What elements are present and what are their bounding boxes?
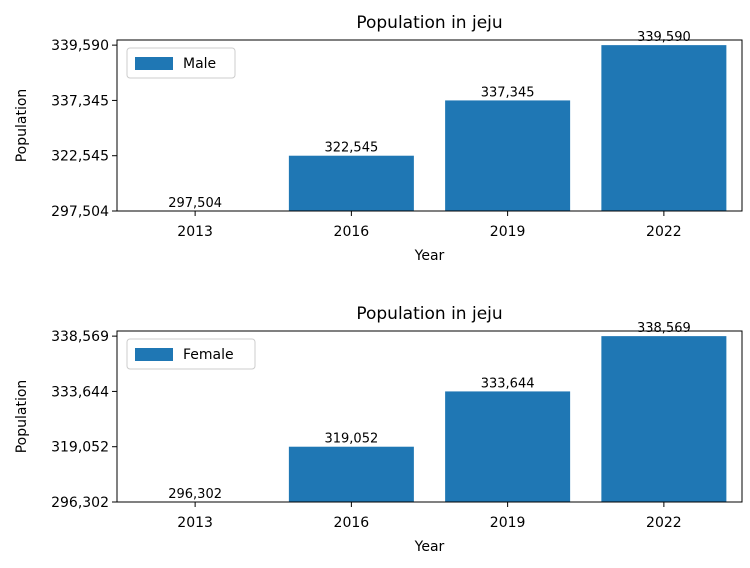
- legend-label: Male: [183, 56, 216, 72]
- x-tick-label: 2013: [177, 224, 213, 240]
- x-tick-label: 2016: [334, 515, 370, 531]
- data-label: 319,052: [324, 432, 378, 447]
- legend-box: [126, 338, 256, 370]
- data-label: 338,569: [637, 321, 691, 336]
- x-tick-label: 2019: [490, 224, 526, 240]
- y-tick-label: 333,644: [51, 384, 109, 400]
- bar-2016: [288, 155, 414, 211]
- bar-2019: [445, 391, 571, 502]
- bar-2019: [445, 100, 571, 211]
- x-tick-label: 2013: [177, 515, 213, 531]
- x-axis-label: Year: [414, 248, 445, 264]
- chart-title: Population in jeju: [356, 304, 502, 324]
- x-tick-label: 2016: [334, 224, 370, 240]
- y-tick-label: 339,590: [51, 38, 109, 54]
- bar-2016: [288, 446, 414, 502]
- y-axis-label: Population: [14, 380, 30, 454]
- x-tick-label: 2022: [646, 515, 682, 531]
- data-label: 337,345: [481, 85, 535, 100]
- data-label: 333,644: [481, 376, 535, 391]
- axes-frame: [116, 39, 743, 212]
- data-label: 339,590: [637, 30, 691, 45]
- legend-label: Female: [183, 347, 234, 363]
- y-tick-label: 338,569: [51, 329, 109, 345]
- y-tick-label: 322,545: [51, 149, 109, 165]
- axes-frame: [116, 330, 743, 503]
- y-tick-label: 296,302: [51, 495, 109, 511]
- bar-2022: [601, 336, 727, 502]
- y-axis-label: Population: [14, 89, 30, 163]
- legend-box: [126, 47, 236, 79]
- x-tick-label: 2019: [490, 515, 526, 531]
- legend-swatch: [135, 348, 173, 361]
- data-label: 296,302: [168, 487, 222, 502]
- x-tick-label: 2022: [646, 224, 682, 240]
- data-label: 322,545: [324, 141, 378, 156]
- y-tick-label: 297,504: [51, 204, 109, 220]
- chart-title: Population in jeju: [356, 13, 502, 33]
- x-axis-label: Year: [414, 539, 445, 555]
- y-tick-label: 337,345: [51, 93, 109, 109]
- data-label: 297,504: [168, 196, 222, 211]
- bar-2022: [601, 45, 727, 211]
- y-tick-label: 319,052: [51, 440, 109, 456]
- legend-swatch: [135, 57, 173, 70]
